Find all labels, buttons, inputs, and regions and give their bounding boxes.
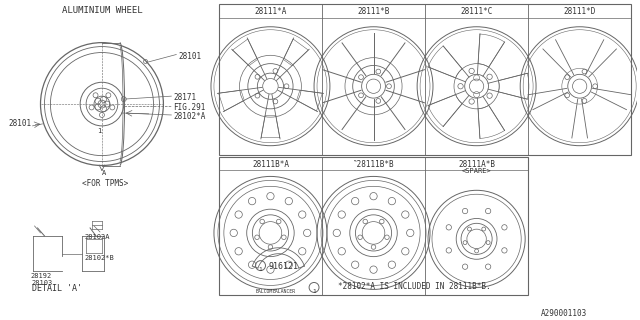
Text: 28171: 28171 xyxy=(173,93,196,102)
Bar xyxy=(219,4,631,155)
Text: BALANCER: BALANCER xyxy=(273,289,296,294)
Text: FIG.291: FIG.291 xyxy=(173,103,205,112)
Text: BALCOM: BALCOM xyxy=(256,289,273,294)
Bar xyxy=(219,156,528,295)
Text: 28111*B: 28111*B xyxy=(357,7,390,16)
Text: 28102*B: 28102*B xyxy=(84,255,114,261)
Text: 28103: 28103 xyxy=(32,281,53,286)
Text: 28111*A: 28111*A xyxy=(254,7,287,16)
Text: 1: 1 xyxy=(312,289,316,294)
Text: ALUMINIUM WHEEL: ALUMINIUM WHEEL xyxy=(61,6,142,15)
Text: 1: 1 xyxy=(259,267,262,272)
Text: <SPARE>: <SPARE> xyxy=(461,167,492,173)
Text: *28102*A IS INCLUDED IN 28111B*B.: *28102*A IS INCLUDED IN 28111B*B. xyxy=(338,283,490,292)
Text: 28111*D: 28111*D xyxy=(563,7,596,16)
Text: 916121: 916121 xyxy=(268,262,298,271)
Text: ‶28111B*B: ‶28111B*B xyxy=(353,160,394,169)
Text: 28101: 28101 xyxy=(179,52,202,60)
Text: 28111*C: 28111*C xyxy=(460,7,493,16)
Text: DETAIL 'A': DETAIL 'A' xyxy=(33,284,83,293)
Text: A: A xyxy=(102,171,106,176)
Text: <FOR TPMS>: <FOR TPMS> xyxy=(82,180,129,188)
Text: 28101: 28101 xyxy=(9,119,32,128)
Text: 28111A*B: 28111A*B xyxy=(458,160,495,169)
Text: 28102*A: 28102*A xyxy=(173,112,205,121)
Text: 28111B*A: 28111B*A xyxy=(252,160,289,169)
Text: 1: 1 xyxy=(97,128,101,134)
Text: A290001103: A290001103 xyxy=(541,309,588,318)
Text: 28102A: 28102A xyxy=(84,234,109,240)
Text: 28192: 28192 xyxy=(31,273,52,278)
